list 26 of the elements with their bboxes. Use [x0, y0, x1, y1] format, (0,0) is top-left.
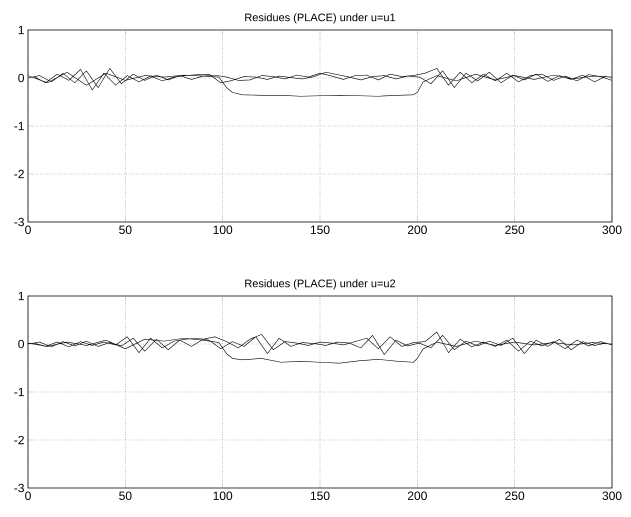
y-tick-label: -2	[14, 170, 24, 178]
chart-title: Residues (PLACE) under u=u1	[245, 13, 396, 24]
x-tick-label: 150	[310, 226, 330, 234]
x-tick-label: 0	[25, 226, 31, 234]
y-tick-label: 0	[18, 74, 24, 82]
x-tick-label: 100	[214, 492, 232, 500]
y-tick-label: -3	[14, 218, 24, 226]
x-tick-label: 250	[505, 226, 524, 234]
y-tick-label: -3	[14, 484, 24, 492]
x-tick-label: 50	[119, 492, 132, 500]
x-tick-label: 150	[310, 492, 330, 500]
x-tick-label: 300	[602, 492, 622, 500]
y-tick-label: 1	[18, 26, 24, 34]
x-tick-label: 100	[214, 226, 232, 234]
x-tick-label: 250	[505, 492, 524, 500]
x-tick-label: 300	[602, 226, 622, 234]
y-tick-label: -1	[14, 122, 24, 130]
x-tick-label: 200	[408, 492, 427, 500]
x-tick-label: 50	[119, 226, 132, 234]
y-tick-label: 0	[18, 340, 24, 348]
x-tick-label: 0	[25, 492, 31, 500]
y-tick-label: 1	[18, 292, 24, 300]
y-tick-label: -1	[14, 388, 24, 396]
chart-title: Residues (PLACE) under u=u2	[245, 279, 396, 290]
x-tick-label: 200	[408, 226, 427, 234]
y-tick-label: -2	[14, 436, 24, 444]
